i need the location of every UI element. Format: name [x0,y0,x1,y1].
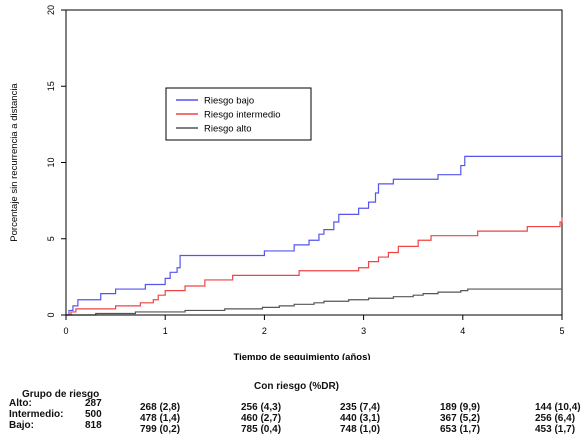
legend-label: Riesgo alto [204,124,252,135]
x-tick-label: 0 [63,326,68,336]
risk-row-value: 478 (1,4) [140,413,181,424]
risk-row-value: 785 (0,4) [241,424,282,435]
y-tick-label: 10 [46,157,56,167]
series-line-1 [66,217,563,316]
x-tick-label: 1 [163,326,168,336]
y-axis-title: Porcentaje sin recurrencia a distancia [9,83,20,242]
risk-row-value: 440 (3,1) [340,413,381,424]
risk-group-header: Grupo de riesgo [22,389,100,400]
risk-row-label: Bajo: [9,420,34,431]
y-tick-label: 0 [46,312,56,317]
risk-row-value: 268 (2,8) [140,402,181,413]
risk-row-value: 367 (5,2) [440,413,481,424]
legend-label: Riesgo intermedio [204,110,281,121]
x-tick-label: 2 [262,326,267,336]
km-chart: 0 1 2 3 4 5 0 5 10 15 20 Tiempo de seguimiento (año… [9,5,565,360]
risk-row-value: 748 (1,0) [340,424,381,435]
risk-row-value: 799 (0,2) [140,424,181,435]
risk-row-value: 144 (10,4) [535,402,581,413]
at-risk-header: Con riesgo (%DR) [254,381,339,392]
x-tick-label: 3 [361,326,366,336]
risk-row-n: 287 [85,398,102,409]
risk-row-value: 189 (9,9) [440,402,481,413]
risk-row-value: 235 (7,4) [340,402,381,413]
x-axis-title: Tiempo de seguimiento (años) [233,352,370,360]
risk-row-value: 653 (1,7) [440,424,481,435]
risk-row-n: 818 [85,420,102,431]
legend-label: Riesgo bajo [204,96,254,107]
risk-row-value: 256 (4,3) [241,402,282,413]
risk-row-value: 256 (6,4) [535,413,576,424]
plot-frame [65,9,563,315]
risk-row-n: 500 [85,409,102,420]
series-line-0 [66,155,562,316]
y-tick-label: 15 [46,81,56,91]
x-tick-label: 4 [460,326,465,336]
risk-row-label: Alto: [9,398,32,409]
risk-row-label: Intermedio: [9,409,64,420]
y-tick-label: 20 [46,5,56,15]
y-tick-label: 5 [46,236,56,241]
risk-row-value: 453 (1,7) [535,424,576,435]
x-tick-label: 5 [559,326,564,336]
series-line-2 [66,288,562,316]
risk-row-value: 460 (2,7) [241,413,282,424]
